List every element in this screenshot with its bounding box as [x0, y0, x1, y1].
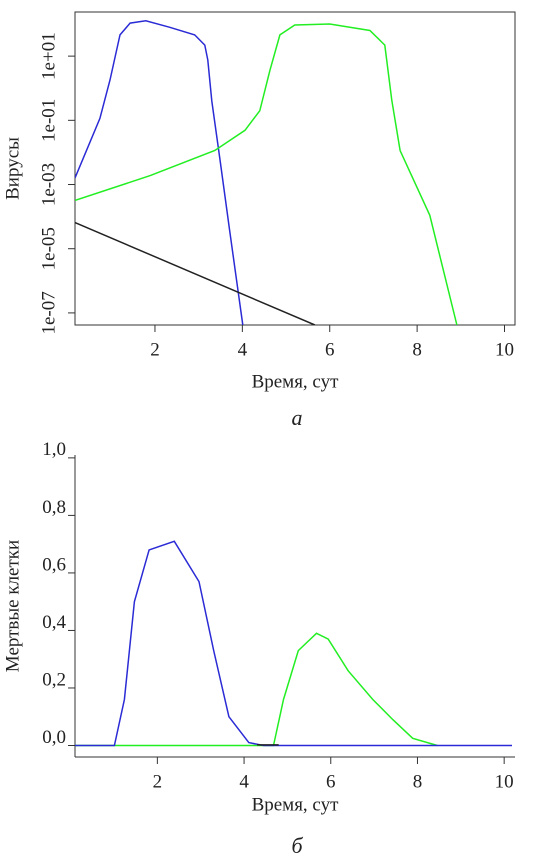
x-tick-label: 6: [325, 339, 335, 360]
y-tick-label: 0,4: [42, 612, 66, 633]
panel-caption: а: [292, 405, 303, 430]
x-tick-label: 8: [413, 771, 423, 792]
x-tick-label: 4: [238, 339, 248, 360]
y-tick-label: 0,6: [42, 554, 66, 575]
y-axis-label: Вирусы: [2, 137, 23, 200]
series-line: [75, 540, 512, 747]
x-tick-label: 2: [153, 771, 163, 792]
y-tick-label: 0,2: [42, 669, 66, 690]
x-tick-label: 2: [150, 339, 160, 360]
plot-frame: [74, 11, 516, 326]
panel-caption: б: [291, 833, 303, 858]
y-tick-label: 0,0: [42, 727, 66, 748]
y-tick-label: 1e-05: [38, 227, 59, 270]
x-tick-label: 4: [239, 771, 249, 792]
y-tick-label: 1e+01: [38, 32, 59, 80]
x-tick-label: 10: [495, 771, 514, 792]
x-tick-label: 8: [412, 339, 422, 360]
y-tick-label: 1,0: [42, 439, 66, 460]
y-tick-label: 1e-07: [38, 291, 59, 334]
series-line: [75, 632, 438, 747]
series-line: [75, 23, 458, 325]
x-axis-label: Время, сут: [252, 794, 340, 815]
series-line: [75, 20, 244, 325]
y-axis-label: Мертвые клетки: [2, 540, 23, 672]
series-line: [75, 221, 316, 325]
x-axis-label: Время, сут: [252, 371, 340, 392]
x-tick-label: 10: [495, 339, 514, 360]
y-tick-label: 1e-01: [38, 99, 59, 142]
y-tick-label: 1e-03: [38, 163, 59, 206]
y-tick-label: 0,8: [42, 497, 66, 518]
x-tick-label: 6: [326, 771, 336, 792]
